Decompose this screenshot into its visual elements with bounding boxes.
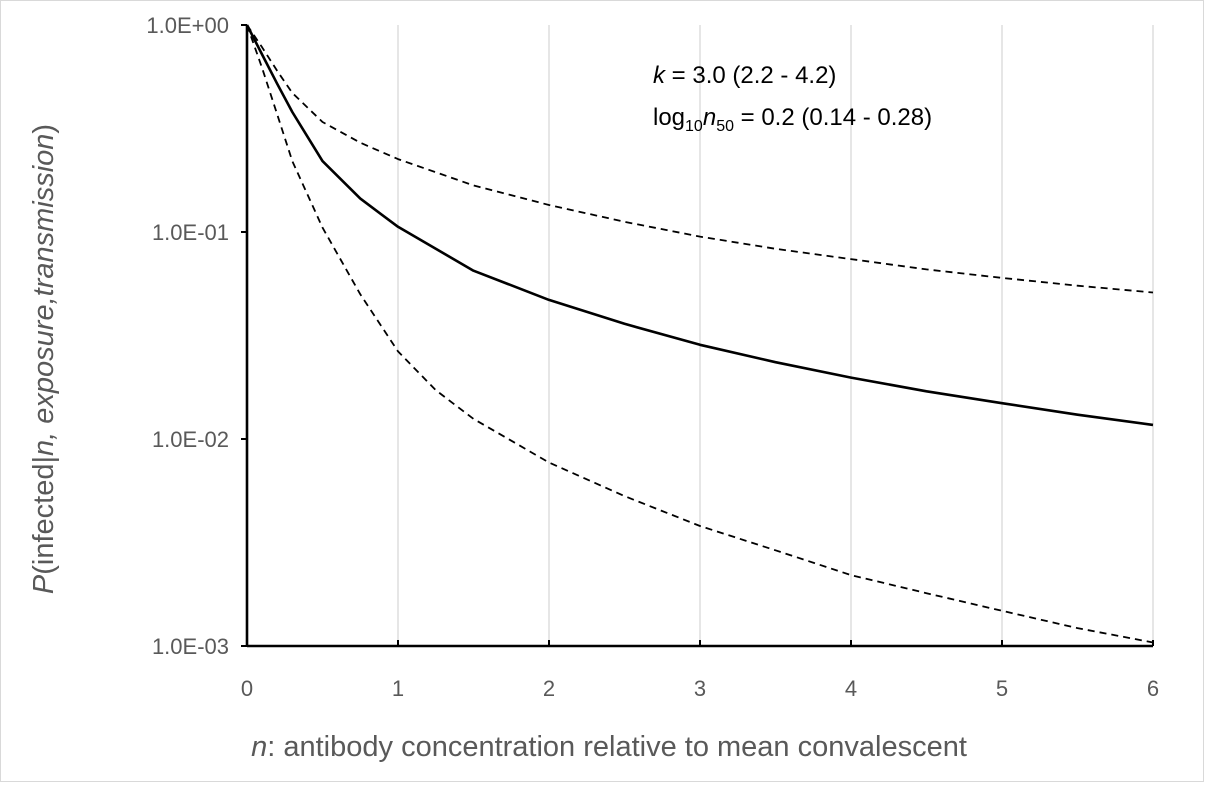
annotation-n-sub: 50 (716, 118, 734, 135)
x-axis-title-rest: : antibody concentration relative to mea… (267, 731, 967, 763)
x-tick-label: 4 (845, 676, 857, 701)
annotation-k-var: k (653, 62, 667, 89)
y-tick-label: 1.0E-02 (152, 427, 229, 452)
y-axis-title-cond: n, exposure,transmission (28, 134, 60, 456)
series-layer (245, 24, 1154, 644)
series-line-2 (246, 24, 1154, 294)
x-axis-title-var: n (251, 731, 267, 763)
y-axis-title-p: P (28, 574, 60, 594)
y-tick-label: 1.0E+00 (146, 13, 229, 38)
annotation-log-prefix: log (653, 104, 685, 131)
y-axis-title-open: (infected (28, 464, 60, 575)
y-tick-label: 1.0E-03 (152, 634, 229, 659)
x-tick-labels: 0 1 2 3 4 5 6 (241, 676, 1159, 701)
annotation-k: k = 3.0 (2.2 - 4.2) (653, 62, 836, 89)
y-axis-title-close: ) (28, 124, 60, 134)
gridlines (397, 25, 1154, 646)
y-tick-label: 1.0E-01 (152, 220, 229, 245)
x-tick-label: 1 (392, 676, 404, 701)
x-tick-label: 0 (241, 676, 253, 701)
annotation-n50-text: = 0.2 (0.14 - 0.28) (734, 104, 932, 131)
axes (241, 24, 1154, 648)
series-line-3 (246, 24, 1154, 644)
annotation-n-var: n (703, 104, 716, 131)
annotation-k-text: = 3.0 (2.2 - 4.2) (665, 62, 836, 89)
series-line-1 (245, 24, 1154, 427)
x-tick-label: 2 (543, 676, 555, 701)
x-tick-label: 3 (694, 676, 706, 701)
annotation-log-sub: 10 (685, 118, 703, 135)
x-tick-label: 6 (1147, 676, 1159, 701)
y-tick-labels: 1.0E+00 1.0E-01 1.0E-02 1.0E-03 (146, 13, 229, 659)
y-axis-title-bar: | (28, 456, 60, 464)
x-axis-title: n: antibody concentration relative to me… (251, 731, 967, 763)
y-axis-title: P(infected|n, exposure,transmission) (28, 124, 60, 594)
annotation-n50: log10n50 = 0.2 (0.14 - 0.28) (653, 104, 932, 135)
x-tick-label: 5 (996, 676, 1008, 701)
